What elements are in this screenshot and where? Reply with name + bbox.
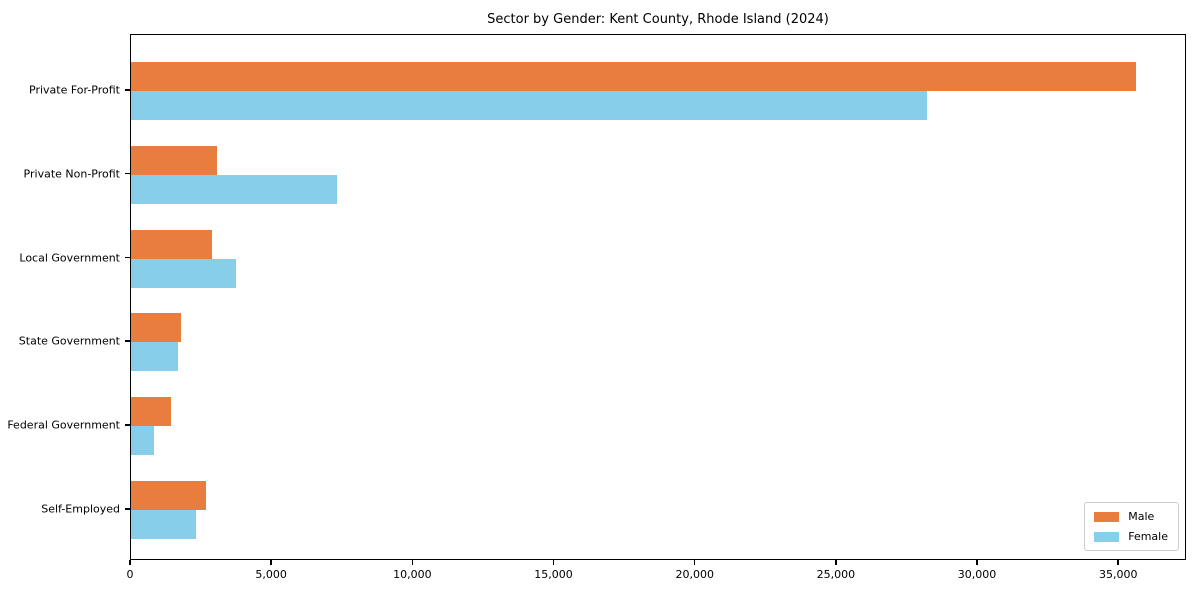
x-tick-mark — [693, 560, 696, 565]
y-axis-category-label: Private For-Profit — [29, 83, 120, 97]
chart-title: Sector by Gender: Kent County, Rhode Isl… — [487, 12, 829, 27]
x-tick-mark — [411, 560, 414, 565]
legend-label-male: Male — [1128, 510, 1155, 523]
bar-male-local-government — [131, 229, 212, 259]
bar-female-self-employed — [131, 510, 196, 539]
x-tick-label: 0 — [126, 568, 134, 581]
bar-female-federal-government — [131, 426, 155, 456]
x-tick-label: 10,000 — [393, 568, 432, 581]
x-tick-mark — [1117, 560, 1119, 565]
y-tick-mark — [125, 172, 130, 175]
legend: Male Female — [1084, 502, 1179, 551]
x-tick-label: 15,000 — [534, 568, 573, 581]
x-tick-label: 5,000 — [255, 568, 287, 581]
x-tick-mark — [270, 560, 272, 565]
legend-swatch-female — [1094, 531, 1120, 542]
bar-male-federal-government — [131, 397, 172, 427]
y-tick-mark — [125, 508, 130, 510]
y-tick-mark — [125, 256, 130, 259]
plot-area: Male Female — [130, 34, 1186, 560]
y-axis-category-label: State Government — [18, 334, 120, 348]
x-tick-mark — [552, 560, 555, 565]
x-tick-label: 35,000 — [1098, 568, 1138, 581]
y-axis-category-label: Self-Employed — [41, 502, 120, 516]
bar-female-private-for-profit — [131, 91, 928, 120]
legend-swatch-male — [1094, 511, 1120, 522]
y-axis-category-label: Private Non-Profit — [23, 167, 120, 181]
bar-male-self-employed — [131, 481, 206, 510]
x-tick-label: 25,000 — [816, 568, 856, 581]
bar-female-local-government — [131, 258, 236, 288]
bar-male-private-non-profit — [131, 145, 218, 175]
bar-male-state-government — [131, 313, 182, 343]
bar-female-private-non-profit — [131, 174, 338, 204]
legend-entry-male: Male — [1094, 510, 1168, 523]
x-tick-label: 20,000 — [675, 568, 714, 581]
y-axis-category-label: Local Government — [19, 251, 120, 265]
x-tick-mark — [835, 560, 837, 565]
bar-female-state-government — [131, 342, 179, 372]
y-tick-mark — [125, 340, 130, 342]
legend-entry-female: Female — [1094, 530, 1168, 543]
y-tick-mark — [125, 89, 130, 91]
x-tick-label: 30,000 — [957, 568, 997, 581]
x-tick-mark — [129, 560, 131, 565]
bar-male-private-for-profit — [131, 62, 1137, 91]
y-axis-category-label: Federal Government — [7, 418, 120, 432]
x-tick-mark — [976, 560, 978, 565]
legend-label-female: Female — [1128, 530, 1168, 543]
y-tick-mark — [125, 424, 130, 426]
